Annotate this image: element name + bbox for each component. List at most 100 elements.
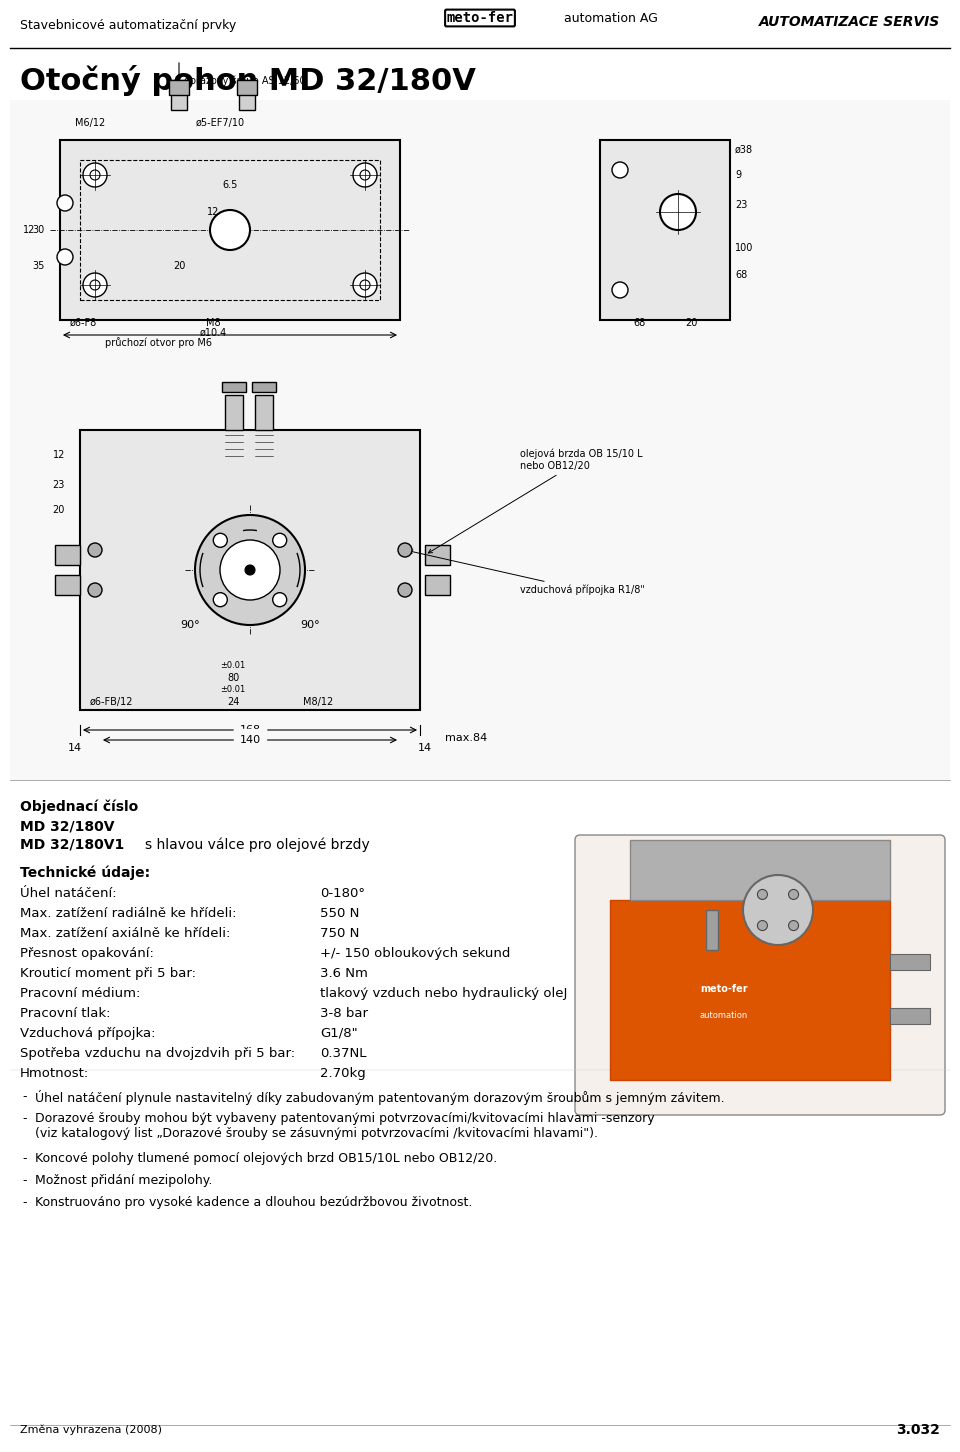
Text: MD 32/180V: MD 32/180V — [20, 820, 114, 833]
Text: dorazový šroub AS 12/60: dorazový šroub AS 12/60 — [184, 74, 305, 86]
Text: 20: 20 — [684, 318, 697, 328]
Bar — [222, 382, 246, 392]
Text: Stavebnicové automatizační prvky: Stavebnicové automatizační prvky — [20, 19, 236, 32]
Circle shape — [757, 890, 767, 899]
Circle shape — [360, 170, 370, 180]
Text: 3-8 bar: 3-8 bar — [320, 1008, 368, 1019]
Text: ø6-F8: ø6-F8 — [70, 318, 97, 328]
Bar — [239, 80, 255, 110]
Text: ø10.4: ø10.4 — [200, 328, 227, 338]
Text: 168: 168 — [239, 725, 260, 735]
Circle shape — [245, 565, 255, 575]
Circle shape — [612, 282, 628, 298]
Text: s hlavou válce pro olejové brzdy: s hlavou válce pro olejové brzdy — [145, 838, 370, 852]
Text: ±0.01: ±0.01 — [221, 685, 246, 694]
Text: meto-fer: meto-fer — [446, 12, 514, 25]
Text: MD 32/180V1: MD 32/180V1 — [20, 838, 124, 852]
Bar — [600, 139, 730, 319]
Bar — [425, 544, 450, 565]
Circle shape — [57, 248, 73, 266]
Circle shape — [213, 592, 228, 607]
Text: -: - — [22, 1175, 27, 1186]
Text: Otočný pohon MD 32/180V: Otočný pohon MD 32/180V — [20, 64, 476, 96]
Text: Koncové polohy tlumené pomocí olejových brzd OB15/10L nebo OB12/20.: Koncové polohy tlumené pomocí olejových … — [35, 1151, 497, 1165]
Text: 100: 100 — [735, 242, 754, 253]
Text: -: - — [22, 1196, 27, 1210]
Text: -: - — [22, 1112, 27, 1125]
Text: M8: M8 — [205, 318, 220, 328]
Text: Úhel natáčení plynule nastavitelný díky zabudovaným patentovaným dorazovým šroub: Úhel natáčení plynule nastavitelný díky … — [35, 1090, 725, 1105]
Text: Max. zatížení axiálně ke hřídeli:: Max. zatížení axiálně ke hřídeli: — [20, 926, 230, 939]
Text: 2.70kg: 2.70kg — [320, 1067, 366, 1080]
Text: 0°: 0° — [244, 515, 256, 526]
Text: M6/12: M6/12 — [75, 118, 106, 128]
Text: 23: 23 — [735, 200, 748, 211]
Text: 0-180°: 0-180° — [320, 887, 365, 900]
Text: ±0.01: ±0.01 — [221, 662, 246, 671]
Text: 3.032: 3.032 — [896, 1423, 940, 1437]
Bar — [255, 395, 273, 430]
Text: 140: 140 — [239, 735, 260, 745]
Text: 12: 12 — [53, 450, 65, 460]
Text: Dorazové šrouby mohou být vybaveny patentovanými potvrzovacími/kvitovacími hlava: Dorazové šrouby mohou být vybaveny paten… — [35, 1112, 655, 1140]
Text: Možnost přidání mezipolohy.: Možnost přidání mezipolohy. — [35, 1175, 212, 1186]
Text: Technické údaje:: Technické údaje: — [20, 865, 150, 880]
Text: 68: 68 — [735, 270, 747, 280]
Text: Krouticí moment při 5 bar:: Krouticí moment při 5 bar: — [20, 967, 196, 980]
Circle shape — [353, 163, 377, 187]
Bar — [225, 395, 243, 430]
Text: Změna vyhrazena (2008): Změna vyhrazena (2008) — [20, 1424, 162, 1435]
Text: Pracovní tlak:: Pracovní tlak: — [20, 1008, 110, 1019]
Circle shape — [660, 195, 696, 229]
Bar — [169, 80, 189, 94]
Circle shape — [273, 592, 287, 607]
Text: ø5-EF7/10: ø5-EF7/10 — [196, 118, 245, 128]
Text: 12: 12 — [206, 208, 219, 216]
Circle shape — [83, 163, 107, 187]
FancyBboxPatch shape — [575, 835, 945, 1115]
Circle shape — [273, 533, 287, 547]
Text: ø6-FB/12: ø6-FB/12 — [90, 697, 133, 707]
Bar — [80, 430, 420, 710]
Circle shape — [353, 273, 377, 298]
Text: 14: 14 — [418, 743, 432, 754]
Text: 90°: 90° — [300, 620, 320, 630]
Text: Pracovní médium:: Pracovní médium: — [20, 987, 140, 1000]
Bar — [10, 100, 950, 780]
Circle shape — [195, 515, 305, 624]
Text: 9: 9 — [735, 170, 741, 180]
Circle shape — [398, 543, 412, 558]
Text: 90°: 90° — [180, 620, 200, 630]
Bar — [80, 160, 380, 301]
Text: tlakový vzduch nebo hydraulický oleJ: tlakový vzduch nebo hydraulický oleJ — [320, 987, 567, 1000]
Text: Úhel natáčení:: Úhel natáčení: — [20, 887, 116, 900]
Circle shape — [743, 876, 813, 945]
Text: Spotřeba vzduchu na dvojzdvih při 5 bar:: Spotřeba vzduchu na dvojzdvih při 5 bar: — [20, 1047, 295, 1060]
Circle shape — [210, 211, 250, 250]
Bar — [890, 1008, 930, 1024]
Circle shape — [398, 584, 412, 597]
Text: 23: 23 — [53, 481, 65, 489]
Text: 12: 12 — [23, 225, 35, 235]
Circle shape — [788, 921, 799, 931]
Circle shape — [757, 921, 767, 931]
Text: 30: 30 — [33, 225, 45, 235]
Text: 550 N: 550 N — [320, 908, 359, 921]
Bar — [252, 382, 276, 392]
Text: 20: 20 — [173, 261, 185, 272]
Text: max.84: max.84 — [445, 733, 488, 743]
Text: G1/8": G1/8" — [320, 1027, 358, 1040]
Text: 20: 20 — [53, 505, 65, 515]
Bar — [890, 954, 930, 970]
Circle shape — [220, 540, 280, 600]
Text: 24: 24 — [227, 697, 239, 707]
Circle shape — [213, 533, 228, 547]
Circle shape — [57, 195, 73, 211]
Text: Objednací číslo: Objednací číslo — [20, 800, 138, 815]
Circle shape — [88, 543, 102, 558]
Text: 80: 80 — [227, 672, 239, 682]
Circle shape — [788, 890, 799, 899]
Text: automation AG: automation AG — [560, 12, 658, 25]
Text: ø38: ø38 — [735, 145, 754, 155]
Bar — [55, 575, 80, 595]
